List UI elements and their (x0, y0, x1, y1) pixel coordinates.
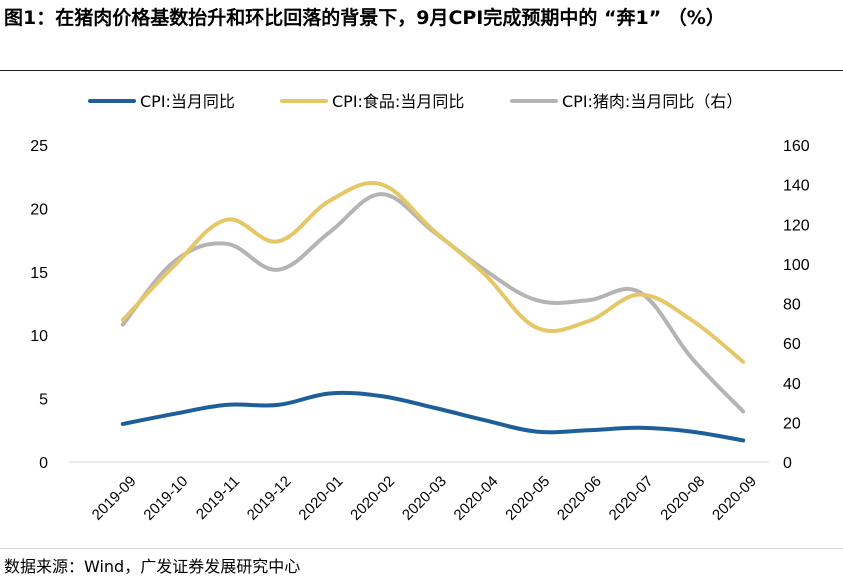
right-axis-tick-label: 160 (783, 138, 810, 155)
left-axis-tick-label: 10 (30, 328, 48, 345)
x-axis-tick-label: 2020-02 (347, 473, 398, 524)
x-axis-tick-label: 2020-05 (502, 473, 553, 524)
title-divider (0, 70, 843, 71)
x-axis-tick-label: 2020-01 (295, 473, 346, 524)
right-axis-tick-label: 140 (783, 178, 810, 195)
right-axis-tick-label: 100 (783, 257, 810, 274)
x-axis-tick-label: 2020-06 (554, 473, 605, 524)
source-divider (0, 548, 843, 549)
legend-item-cpi-pork-label: CPI:猪肉:当月同比（右） (562, 92, 742, 111)
right-axis-tick-label: 120 (783, 217, 810, 234)
left-axis-tick-label: 0 (39, 455, 48, 472)
left-axis-tick-label: 15 (30, 265, 48, 282)
x-axis-tick-label: 2020-09 (709, 473, 760, 524)
right-axis-tick-label: 0 (783, 455, 792, 472)
series-line-cpi-pork (120, 192, 746, 414)
right-axis-tick-label: 40 (783, 376, 801, 393)
data-source-note: 数据来源：Wind，广发证券发展研究中心 (4, 557, 301, 576)
x-axis-tick-label: 2019-12 (244, 473, 295, 524)
x-axis-tick-label: 2020-08 (657, 473, 708, 524)
legend-item-cpi-label: CPI:当月同比 (140, 92, 235, 111)
x-axis-tick-label: 2020-07 (606, 473, 657, 524)
figure-title: 图1：在猪肉价格基数抬升和环比回落的背景下，9月CPI完成预期中的 “奔1” （… (4, 7, 725, 29)
x-axis-tick-label: 2020-03 (399, 473, 450, 524)
x-axis-tick-label: 2019-09 (89, 473, 140, 524)
left-axis-tick-label: 5 (39, 392, 48, 409)
left-axis-tick-label: 20 (30, 201, 48, 218)
legend-item-cpi-food-label: CPI:食品:当月同比 (332, 92, 464, 111)
right-axis-tick-label: 80 (783, 297, 801, 314)
series-line-cpi-food (120, 181, 746, 364)
right-axis-tick-label: 20 (783, 415, 801, 432)
x-axis-tick-label: 2020-04 (451, 473, 502, 524)
series-line-cpi (120, 390, 746, 443)
x-axis-tick-label: 2019-11 (193, 473, 243, 523)
left-axis-tick-label: 25 (30, 138, 48, 155)
x-axis-tick-label: 2019-10 (140, 473, 191, 524)
right-axis-tick-label: 60 (783, 336, 801, 353)
